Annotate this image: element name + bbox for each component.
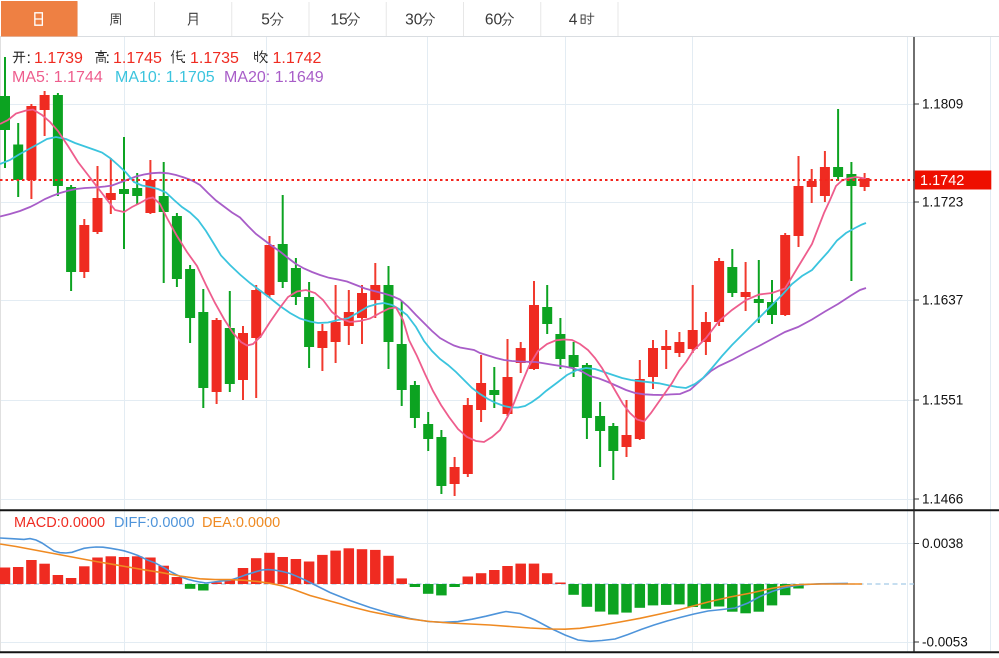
- svg-text:1.1809: 1.1809: [922, 97, 963, 112]
- svg-text:DEA:0.0000: DEA:0.0000: [202, 515, 280, 531]
- svg-text::: :: [106, 50, 110, 67]
- svg-text::: :: [182, 50, 186, 67]
- svg-text:30: 30: [405, 12, 423, 29]
- svg-text:5: 5: [261, 12, 270, 29]
- svg-text:1.1723: 1.1723: [922, 195, 963, 210]
- svg-text:1.1466: 1.1466: [922, 492, 963, 507]
- svg-text:MA5: 1.1744: MA5: 1.1744: [12, 69, 103, 86]
- svg-text:1.1742: 1.1742: [273, 50, 322, 67]
- svg-text:1.1742: 1.1742: [920, 173, 964, 189]
- svg-text:-0.0053: -0.0053: [922, 635, 968, 650]
- svg-text:1.1735: 1.1735: [190, 50, 239, 67]
- svg-text:60: 60: [485, 12, 503, 29]
- svg-text:1.1739: 1.1739: [34, 50, 83, 67]
- svg-text::: :: [265, 50, 269, 67]
- svg-text:MA10: 1.1705: MA10: 1.1705: [115, 69, 215, 86]
- svg-text:MA20: 1.1649: MA20: 1.1649: [224, 69, 324, 86]
- svg-text:4: 4: [569, 12, 578, 29]
- svg-text:15: 15: [330, 12, 347, 29]
- svg-text:1.1745: 1.1745: [113, 50, 162, 67]
- svg-text:MACD:0.0000: MACD:0.0000: [14, 515, 105, 531]
- svg-text::: :: [27, 50, 31, 67]
- svg-text:0.0038: 0.0038: [922, 536, 963, 551]
- svg-text:DIFF:0.0000: DIFF:0.0000: [114, 515, 195, 531]
- svg-text:1.1551: 1.1551: [922, 393, 963, 408]
- svg-text:1.1637: 1.1637: [922, 293, 963, 308]
